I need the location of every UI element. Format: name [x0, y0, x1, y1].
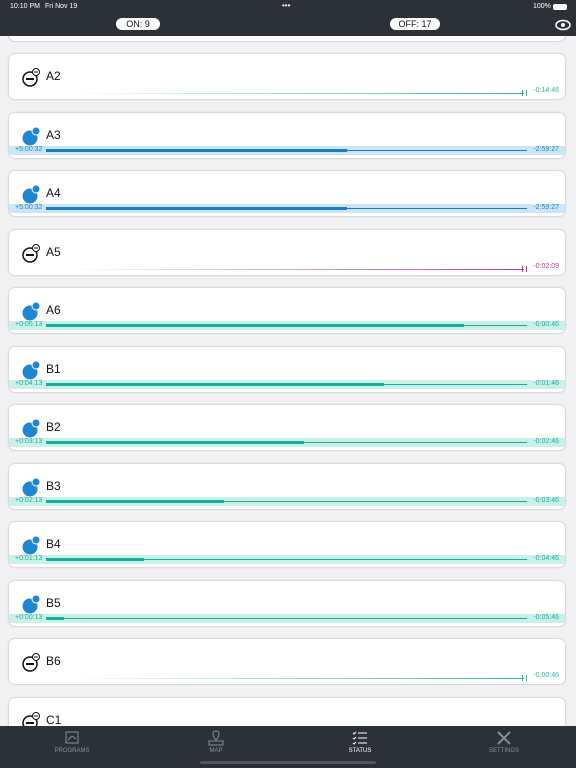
zone-name: A4: [46, 186, 61, 200]
tab-icon[interactable]: [352, 730, 368, 746]
zone-name: B4: [46, 537, 61, 551]
elapsed-time: +5:00:32: [15, 204, 43, 211]
row-card[interactable]: B6 -0:00:46: [9, 639, 565, 684]
zone-name: A6: [46, 303, 61, 317]
row-card[interactable]: B1 +0:04:13 -0:01:46: [9, 346, 565, 392]
zone-name: A3: [46, 127, 61, 142]
header: ON: 9 OFF: 17: [0, 14, 576, 36]
off-icon: [22, 711, 40, 726]
tab-icon[interactable]: [64, 730, 80, 746]
on-icon: [22, 184, 41, 204]
status-bar: 10:10 PM Fri Nov 19 ••• 100%: [0, 0, 576, 14]
remaining-time: -0:02:09: [533, 262, 559, 270]
track-line: [46, 500, 527, 502]
elapsed-time: +0:02:13: [15, 496, 43, 504]
off-count[interactable]: OFF: 17: [390, 18, 440, 30]
end-marker: [522, 675, 527, 681]
row-card[interactable]: A2 -0:14:46: [9, 54, 565, 99]
remaining-time: -0:02:46: [533, 438, 559, 445]
remaining-time: -0:00:46: [533, 321, 559, 328]
zone-name: B5: [46, 595, 61, 610]
track-line: [46, 559, 527, 560]
on-icon: [22, 477, 41, 496]
zone-name: A5: [46, 244, 61, 259]
idle-line: [69, 268, 524, 270]
off-icon: [22, 68, 40, 87]
elapsed-time: +0:01:13: [15, 555, 43, 562]
zone-name: B3: [46, 478, 61, 493]
row-card[interactable]: A6 +0:05:13 -0:00:46: [9, 288, 565, 333]
remaining-time: -0:05:46: [533, 613, 559, 621]
progress-bar: [46, 558, 144, 561]
zone-name: A2: [46, 69, 61, 83]
row-card[interactable]: A4 +5:00:32 -2:59:27: [9, 171, 565, 216]
partial-card: [9, 36, 565, 41]
progress-bar: [46, 207, 348, 210]
end-marker: [522, 90, 527, 96]
remaining-time: -0:00:46: [533, 672, 559, 679]
remaining-time: -2:59:27: [533, 204, 559, 211]
remaining-time: -0:04:46: [533, 555, 559, 562]
row-card[interactable]: B4 +0:01:13 -0:04:46: [9, 522, 565, 567]
track-line: [46, 617, 527, 619]
elapsed-time: +0:04:13: [15, 379, 43, 387]
zone-name: B1: [46, 361, 61, 376]
row-card[interactable]: B5 +0:00:13 -0:05:46: [9, 580, 565, 626]
idle-line: [69, 678, 524, 679]
remaining-time: -0:14:46: [533, 87, 559, 94]
progress-bar: [46, 148, 348, 152]
tab-label[interactable]: PROGRAMS: [54, 748, 90, 754]
battery-text: 100%: [533, 3, 551, 10]
tab-label[interactable]: STATUS: [348, 748, 372, 754]
on-icon: [22, 418, 41, 438]
elapsed-time: +0:05:13: [15, 321, 43, 328]
eye-icon[interactable]: [555, 19, 571, 31]
progress-bar: [46, 382, 385, 386]
date: Fri Nov 19: [45, 3, 78, 10]
row-card[interactable]: A3 +5:00:32 -2:59:27: [9, 112, 565, 158]
row-card[interactable]: C1: [9, 697, 565, 727]
on-icon: [22, 594, 41, 613]
progress-bar: [46, 324, 464, 327]
elapsed-time: +5:00:32: [15, 145, 43, 153]
status-list: A2 -0:14:46 A3 +5:00:32 -2:59:27 A4 +5:00:32 -2…: [0, 36, 576, 726]
progress-bar: [46, 499, 224, 503]
tab-icon[interactable]: [208, 730, 224, 746]
elapsed-time: +0:03:13: [15, 438, 43, 445]
tab-icon[interactable]: [496, 730, 512, 746]
on-icon: [22, 535, 41, 555]
off-icon: [22, 653, 40, 672]
remaining-time: -2:59:27: [533, 145, 559, 153]
off-icon: [22, 243, 40, 263]
remaining-time: -0:03:46: [533, 496, 559, 504]
progress-bar: [46, 441, 304, 444]
zone-name: C1: [46, 712, 62, 727]
idle-line: [69, 93, 524, 94]
on-icon: [22, 301, 41, 321]
dots: •••: [282, 1, 291, 10]
end-marker: [522, 265, 527, 272]
on-count[interactable]: ON: 9: [116, 18, 160, 30]
zone-name: B2: [46, 420, 61, 434]
tab-label[interactable]: MAP: [209, 748, 223, 754]
progress-bar: [46, 616, 64, 620]
remaining-time: -0:01:46: [533, 379, 559, 387]
tab-label[interactable]: SETTINGS: [488, 748, 519, 754]
zone-name: B6: [46, 654, 61, 668]
battery-icon: [553, 4, 567, 10]
row-card[interactable]: B3 +0:02:13 -0:03:46: [9, 463, 565, 509]
elapsed-time: +0:00:13: [15, 613, 43, 621]
home-indicator: [200, 761, 376, 764]
tab-bar: PROGRAMS MAP STATUS SETTINGS: [0, 726, 576, 768]
time: 10:10 PM: [10, 3, 40, 10]
on-icon: [22, 126, 41, 145]
row-card[interactable]: B2 +0:03:13 -0:02:46: [9, 405, 565, 450]
row-card[interactable]: A5 -0:02:09: [9, 229, 565, 275]
on-icon: [22, 360, 41, 379]
